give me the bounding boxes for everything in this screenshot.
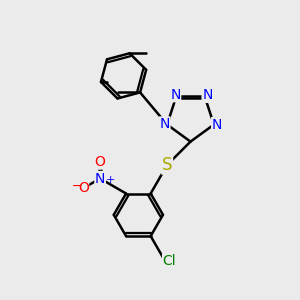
Text: N: N [160,117,170,131]
Text: O: O [94,155,106,169]
Text: S: S [162,156,172,174]
Text: N: N [202,88,212,102]
Text: N: N [212,118,222,132]
Text: O: O [78,181,88,195]
Text: −: − [71,180,82,193]
Text: N: N [170,88,181,102]
Text: +: + [106,175,115,185]
Text: N: N [95,172,105,185]
Text: Cl: Cl [163,254,176,268]
